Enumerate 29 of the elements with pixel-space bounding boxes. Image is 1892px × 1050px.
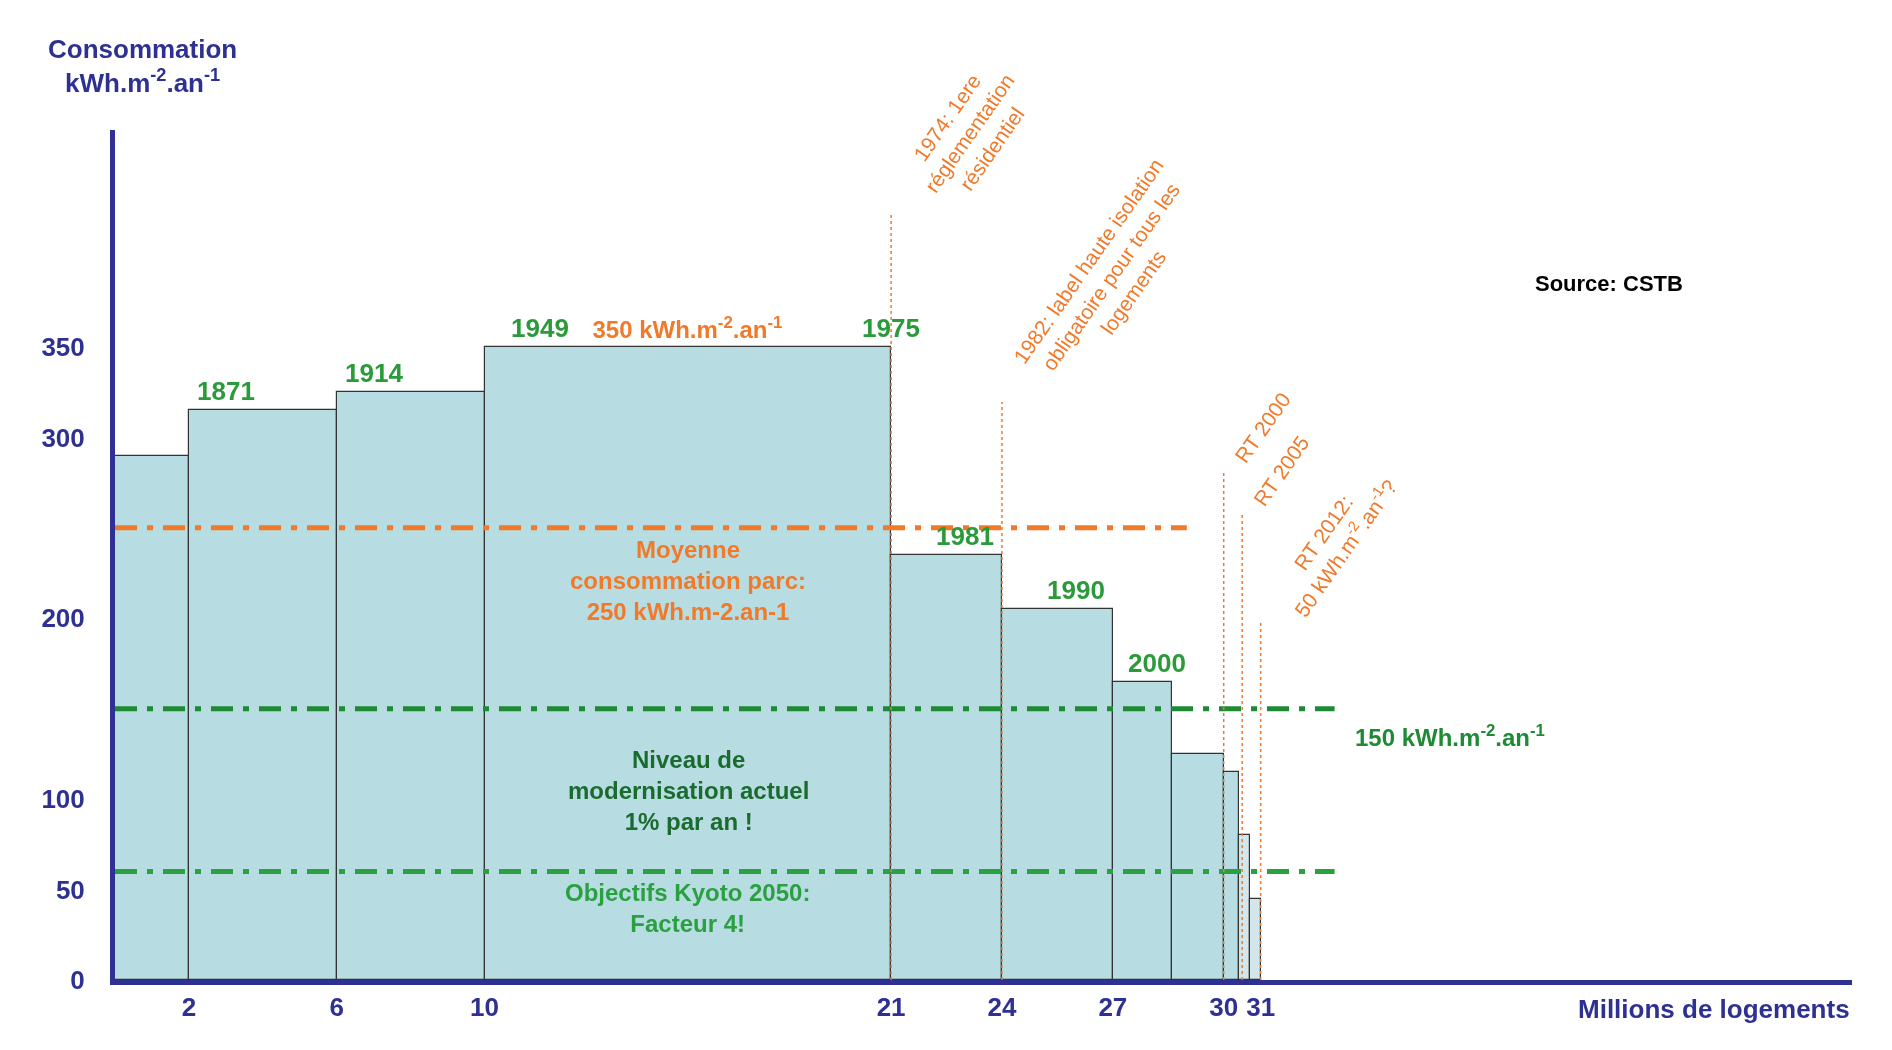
y-tick-label: 0 bbox=[70, 965, 85, 996]
x-tick-label: 30 bbox=[1209, 992, 1239, 1023]
y-tick-label: 100 bbox=[41, 784, 85, 815]
ref-line-label: Moyenne consommation parc: 250 kWh.m-2.an-1 bbox=[570, 536, 807, 626]
annotation: 1914 bbox=[345, 358, 404, 388]
y-tick-label: 300 bbox=[41, 422, 85, 453]
ref-line-label: 150 kWh.m$^{-2}$.an$^{-1}$ bbox=[1355, 721, 1545, 752]
annotation: 1981 bbox=[936, 521, 994, 551]
annotation: 1990 bbox=[1047, 575, 1105, 605]
data-label: 350 kWh.m$^{-2}$.an$^{-1}$ bbox=[592, 313, 783, 344]
x-tick-label: 24 bbox=[987, 992, 1017, 1023]
ref-line-label: Objectifs Kyoto 2050: Facteur 4! bbox=[565, 879, 811, 938]
x-tick-label: 27 bbox=[1098, 992, 1128, 1023]
annotation: Niveau de modernisation actuel 1% par an ! bbox=[568, 746, 810, 836]
x-tick-label: 6 bbox=[329, 992, 344, 1023]
x-tick-label: 21 bbox=[876, 992, 906, 1023]
x-tick-label: 31 bbox=[1246, 992, 1276, 1023]
annotation: 2000 bbox=[1128, 648, 1186, 678]
y-axis-title: Consommation kWh.m$^{-2}$.an$^{-1}$ bbox=[48, 34, 238, 98]
x-axis-title: Millions de logements bbox=[1578, 994, 1850, 1024]
y-tick-label: 200 bbox=[41, 603, 85, 634]
annotation: 1949 bbox=[511, 313, 569, 343]
y-tick-label: 50 bbox=[55, 874, 85, 905]
y-tick-label: 350 bbox=[41, 332, 85, 363]
annotation: Source: CSTB bbox=[1535, 271, 1683, 296]
x-tick-label: 10 bbox=[470, 992, 500, 1023]
annotation: 1975 bbox=[862, 313, 920, 343]
annotation: 1871 bbox=[197, 376, 255, 406]
x-tick-label: 2 bbox=[181, 992, 197, 1023]
